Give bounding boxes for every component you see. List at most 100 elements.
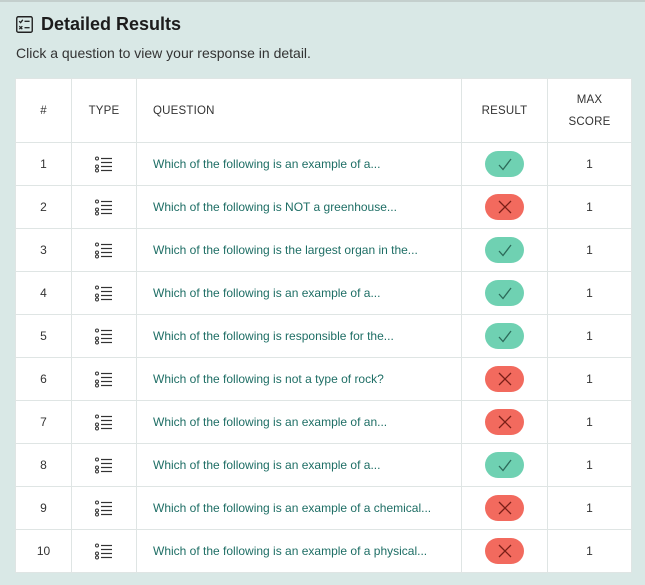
table-header-row: # TYPE QUESTION RESULT MAX SCORE — [16, 79, 631, 142]
column-header-result: RESULT — [462, 79, 548, 142]
question-cell: Which of the following is an example of … — [137, 143, 462, 185]
question-link[interactable]: Which of the following is an example of … — [153, 501, 432, 515]
list-icon — [95, 414, 113, 431]
result-correct-badge — [485, 151, 524, 177]
question-cell: Which of the following is an example of … — [137, 401, 462, 443]
cross-icon — [498, 501, 512, 515]
question-type — [72, 143, 137, 185]
result-cell — [462, 444, 548, 486]
question-link[interactable]: Which of the following is an example of … — [153, 544, 428, 558]
list-icon — [95, 543, 113, 560]
question-number: 8 — [16, 444, 72, 486]
check-icon — [498, 244, 512, 257]
max-score: 1 — [586, 372, 593, 386]
result-correct-badge — [485, 323, 524, 349]
question-link[interactable]: Which of the following is an example of … — [153, 286, 381, 300]
list-icon — [95, 500, 113, 517]
max-score: 1 — [586, 501, 593, 515]
question-type — [72, 487, 137, 529]
result-correct-badge — [485, 280, 524, 306]
column-header-type: TYPE — [72, 79, 137, 142]
column-header-max-score-line2: SCORE — [568, 115, 611, 128]
cross-icon — [498, 372, 512, 386]
max-score: 1 — [586, 544, 593, 558]
question-cell: Which of the following is NOT a greenhou… — [137, 186, 462, 228]
question-link[interactable]: Which of the following is the largest or… — [153, 243, 418, 257]
question-number: 10 — [16, 530, 72, 572]
max-score: 1 — [586, 415, 593, 429]
question-cell: Which of the following is an example of … — [137, 530, 462, 572]
question-link[interactable]: Which of the following is an example of … — [153, 458, 381, 472]
list-icon — [95, 242, 113, 259]
list-icon — [95, 156, 113, 173]
question-type — [72, 530, 137, 572]
check-icon — [498, 330, 512, 343]
result-cell — [462, 401, 548, 443]
header: Detailed Results — [16, 14, 181, 35]
question-cell: Which of the following is the largest or… — [137, 229, 462, 271]
question-link[interactable]: Which of the following is not a type of … — [153, 372, 384, 386]
column-header-number: # — [16, 79, 72, 142]
table-row[interactable]: 8 Which of the following is an example of… — [16, 443, 631, 486]
result-incorrect-badge — [485, 495, 524, 521]
cross-icon — [498, 544, 512, 558]
result-cell — [462, 186, 548, 228]
question-type — [72, 315, 137, 357]
question-link[interactable]: Which of the following is an example of … — [153, 415, 388, 429]
result-incorrect-badge — [485, 194, 524, 220]
table-row[interactable]: 2 Which of the following is NOT a greenho… — [16, 185, 631, 228]
column-header-question: QUESTION — [137, 79, 462, 142]
question-cell: Which of the following is responsible fo… — [137, 315, 462, 357]
question-type — [72, 401, 137, 443]
list-icon — [95, 371, 113, 388]
question-cell: Which of the following is an example of … — [137, 444, 462, 486]
question-type — [72, 444, 137, 486]
result-incorrect-badge — [485, 409, 524, 435]
question-link[interactable]: Which of the following is an example of … — [153, 157, 381, 171]
max-score: 1 — [586, 200, 593, 214]
question-cell: Which of the following is an example of … — [137, 487, 462, 529]
question-number: 6 — [16, 358, 72, 400]
max-score: 1 — [586, 329, 593, 343]
result-cell — [462, 229, 548, 271]
question-type — [72, 186, 137, 228]
table-row[interactable]: 7 Which of the following is an example of… — [16, 400, 631, 443]
result-cell — [462, 487, 548, 529]
question-link[interactable]: Which of the following is responsible fo… — [153, 329, 394, 343]
table-row[interactable]: 5 Which of the following is responsible f… — [16, 314, 631, 357]
result-cell — [462, 315, 548, 357]
checklist-icon — [16, 16, 33, 33]
column-header-max-score-line1: MAX — [576, 93, 603, 106]
column-header-max-score: MAX SCORE — [548, 79, 631, 142]
question-number: 7 — [16, 401, 72, 443]
max-score: 1 — [586, 243, 593, 257]
cross-icon — [498, 200, 512, 214]
max-score: 1 — [586, 157, 593, 171]
table-row[interactable]: 1 Which of the following is an example of… — [16, 142, 631, 185]
table-row[interactable]: 4 Which of the following is an example of… — [16, 271, 631, 314]
table-row[interactable]: 6 Which of the following is not a type of… — [16, 357, 631, 400]
question-type — [72, 358, 137, 400]
question-type — [72, 229, 137, 271]
page-subtitle: Click a question to view your response i… — [16, 45, 311, 61]
question-number: 5 — [16, 315, 72, 357]
question-number: 1 — [16, 143, 72, 185]
list-icon — [95, 328, 113, 345]
check-icon — [498, 287, 512, 300]
cross-icon — [498, 415, 512, 429]
page-title: Detailed Results — [41, 14, 182, 34]
question-link[interactable]: Which of the following is NOT a greenhou… — [153, 200, 397, 214]
question-type — [72, 272, 137, 314]
result-correct-badge — [485, 452, 524, 478]
table-row[interactable]: 3 Which of the following is the largest o… — [16, 228, 631, 271]
table-row[interactable]: 10 Which of the following is an example o… — [16, 529, 631, 572]
result-incorrect-badge — [485, 366, 524, 392]
question-cell: Which of the following is not a type of … — [137, 358, 462, 400]
result-cell — [462, 272, 548, 314]
list-icon — [95, 199, 113, 216]
table-row[interactable]: 9 Which of the following is an example of… — [16, 486, 631, 529]
result-cell — [462, 358, 548, 400]
check-icon — [498, 158, 512, 171]
max-score: 1 — [586, 286, 593, 300]
result-cell — [462, 530, 548, 572]
